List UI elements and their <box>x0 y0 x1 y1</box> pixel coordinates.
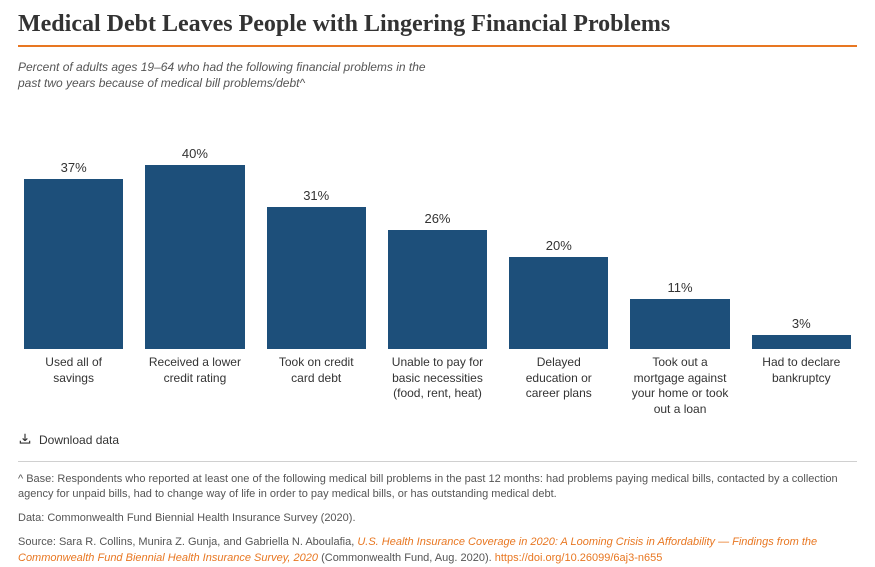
title-rule <box>18 45 857 47</box>
bar <box>509 257 608 349</box>
bar <box>752 335 851 349</box>
source-citation: Source: Sara R. Collins, Munira Z. Gunja… <box>18 535 857 567</box>
bar-column: 31% <box>267 119 366 349</box>
chart-title: Medical Debt Leaves People with Lingerin… <box>18 10 857 39</box>
bar-value-label: 20% <box>546 238 572 253</box>
bar <box>24 179 123 349</box>
bar-value-label: 26% <box>424 211 450 226</box>
x-axis-labels: Used all of savings Received a lower cred… <box>18 355 857 417</box>
bar-column: 11% <box>630 119 729 349</box>
bar-column: 37% <box>24 119 123 349</box>
x-axis-label: Received a lower credit rating <box>145 355 244 417</box>
footnotes-divider <box>18 461 857 462</box>
bar-column: 20% <box>509 119 608 349</box>
source-prefix: Source: Sara R. Collins, Munira Z. Gunja… <box>18 536 357 548</box>
download-label: Download data <box>39 433 119 447</box>
bar-column: 3% <box>752 119 851 349</box>
x-axis-label: Had to declare bankruptcy <box>752 355 851 417</box>
bar-value-label: 3% <box>792 316 811 331</box>
bar-column: 26% <box>388 119 487 349</box>
source-mid: (Commonwealth Fund, Aug. 2020). <box>318 552 495 564</box>
bar-value-label: 11% <box>668 280 693 295</box>
bar-chart: 37% 40% 31% 26% 20% 11% 3% <box>18 119 857 349</box>
footnote-data: Data: Commonwealth Fund Biennial Health … <box>18 511 857 527</box>
footnote-base: ^ Base: Respondents who reported at leas… <box>18 472 857 504</box>
download-icon <box>18 432 32 449</box>
chart-subtitle: Percent of adults ages 19–64 who had the… <box>18 59 438 91</box>
x-axis-label: Took on credit card debt <box>267 355 366 417</box>
download-data-button[interactable]: Download data <box>18 432 857 449</box>
bar <box>630 299 729 350</box>
x-axis-label: Delayed education or career plans <box>509 355 608 417</box>
bar <box>388 230 487 350</box>
bar <box>267 207 366 350</box>
bar <box>145 165 244 349</box>
bar-column: 40% <box>145 119 244 349</box>
bar-value-label: 40% <box>182 146 208 161</box>
x-axis-label: Used all of savings <box>24 355 123 417</box>
x-axis-label: Took out a mortgage against your home or… <box>630 355 729 417</box>
bar-value-label: 37% <box>61 160 87 175</box>
bar-value-label: 31% <box>303 188 329 203</box>
x-axis-label: Unable to pay for basic necessities (foo… <box>388 355 487 417</box>
source-doi-link[interactable]: https://doi.org/10.26099/6aj3-n655 <box>495 552 663 564</box>
